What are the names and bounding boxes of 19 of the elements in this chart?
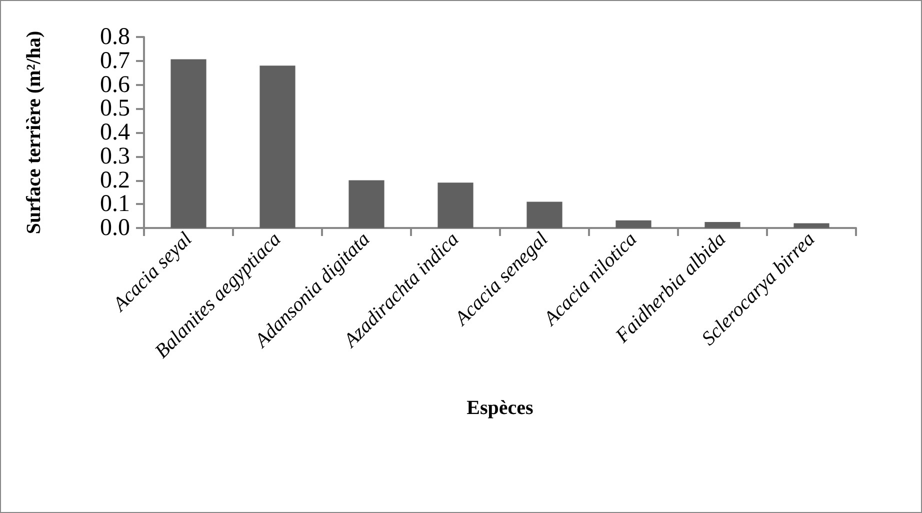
bar xyxy=(794,223,830,228)
y-axis-title: Surface terrière (m²/ha) xyxy=(23,30,45,234)
x-axis-title: Espèces xyxy=(466,397,534,419)
y-tick-label: 0.2 xyxy=(100,167,130,194)
bar xyxy=(438,182,474,228)
y-tick-label: 0.4 xyxy=(100,120,130,146)
bar xyxy=(348,180,384,228)
bar xyxy=(260,66,296,228)
y-tick-label: 0.6 xyxy=(100,72,130,98)
bar xyxy=(526,202,562,228)
y-tick-label: 0.5 xyxy=(100,96,130,122)
bar xyxy=(616,220,652,228)
bar xyxy=(704,222,740,228)
y-tick-label: 0.1 xyxy=(100,191,130,218)
y-tick-label: 0.8 xyxy=(100,24,130,50)
y-tick-label: 0.3 xyxy=(100,143,130,170)
y-tick-label: 0.7 xyxy=(100,48,130,74)
y-tick-label: 0.0 xyxy=(100,215,130,241)
bar xyxy=(170,59,206,228)
